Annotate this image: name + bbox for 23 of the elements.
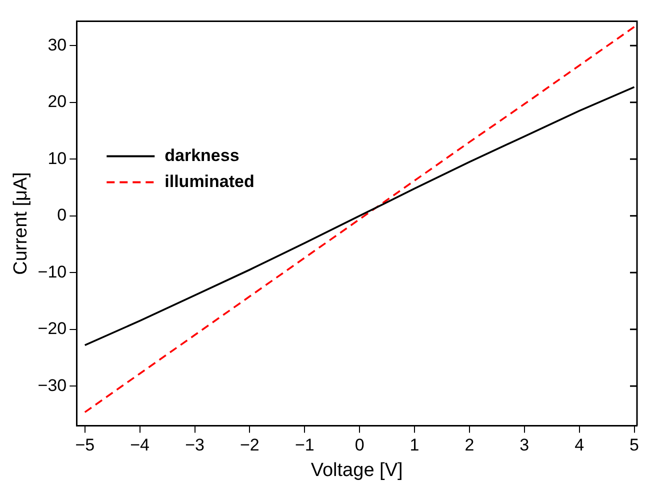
y-axis-title: Current [μA] — [10, 172, 32, 275]
x-tick-label: 4 — [574, 436, 584, 455]
x-tick-label: −4 — [130, 436, 150, 455]
x-tick-label: −1 — [294, 436, 314, 455]
x-tick-label: 5 — [630, 436, 639, 455]
y-tick-label: −10 — [38, 262, 67, 282]
x-axis-title: Voltage [V] — [310, 460, 403, 481]
y-tick-label: 10 — [48, 148, 67, 168]
x-tick-label: −3 — [185, 436, 204, 455]
y-tick-label: −20 — [38, 319, 67, 338]
x-tick-label: 3 — [520, 436, 530, 455]
x-tick-label: −2 — [240, 436, 260, 455]
y-tick-label: 20 — [48, 92, 67, 112]
legend-label: illuminated — [164, 172, 254, 191]
x-tick-label: −5 — [75, 436, 95, 455]
line-series — [84, 26, 636, 414]
x-tick-label: 1 — [410, 436, 420, 455]
y-tick-label: 0 — [57, 206, 67, 225]
x-tick-label: 2 — [464, 436, 474, 455]
x-tick-label: 0 — [354, 436, 364, 455]
legend-label: darkness — [164, 146, 240, 165]
y-tick-label: 30 — [48, 35, 67, 54]
y-tick-label: −30 — [38, 376, 67, 395]
